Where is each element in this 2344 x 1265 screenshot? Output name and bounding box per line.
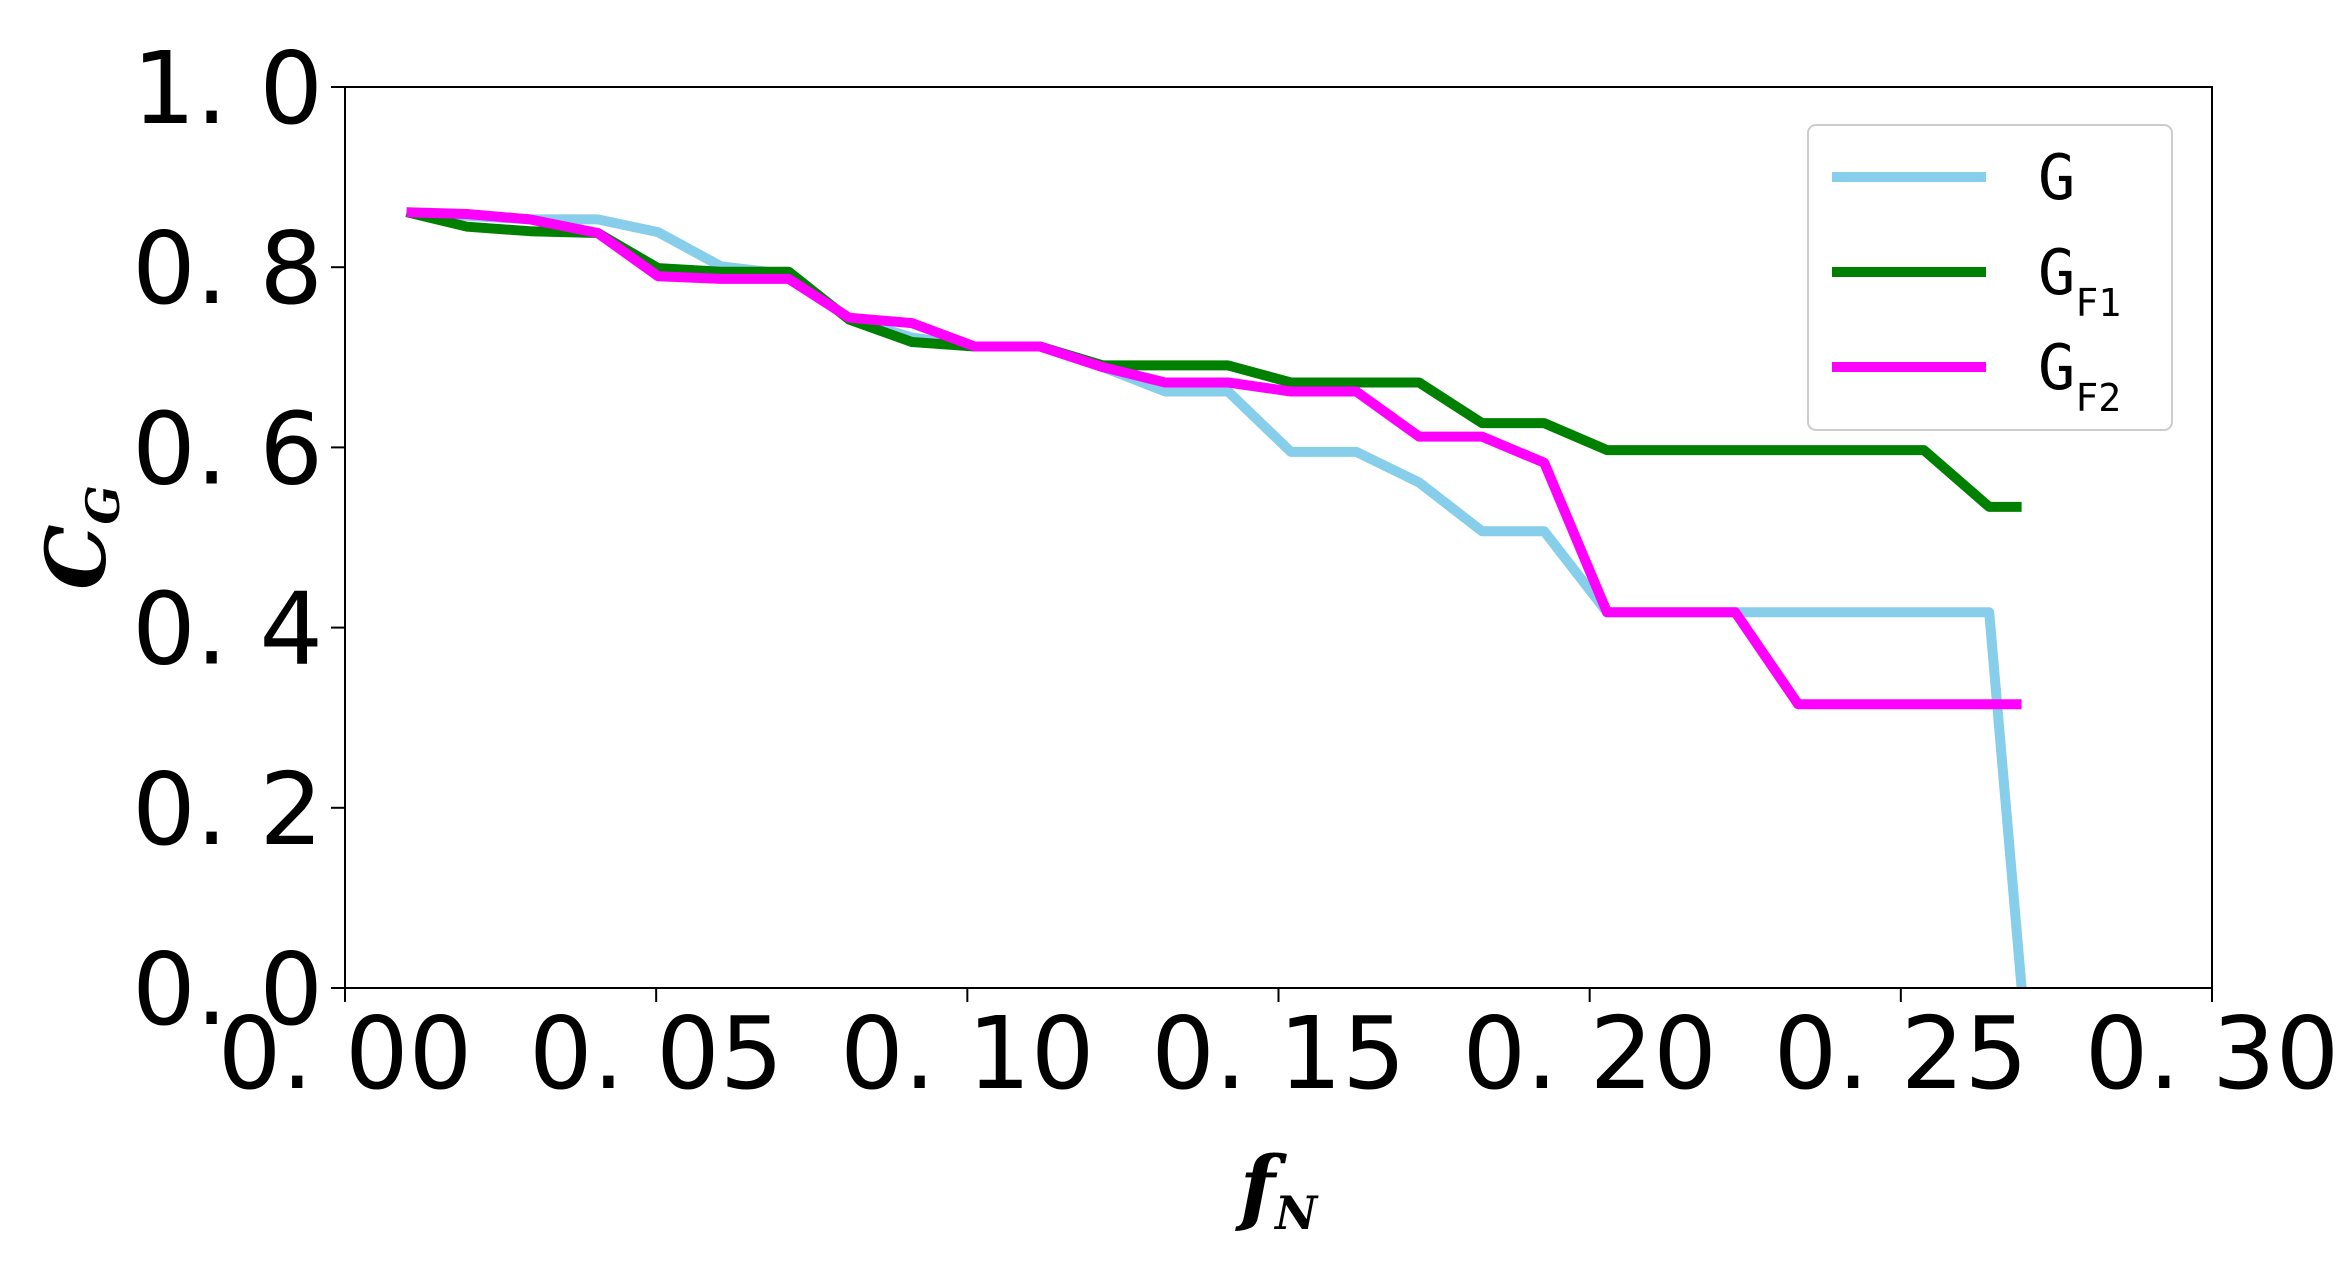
plot-area — [405, 207, 2027, 989]
x-axis-label: fN — [1235, 1139, 1319, 1240]
x-tick-label: 0. 10 — [840, 995, 1094, 1112]
y-tick-label: 0. 6 — [132, 390, 323, 507]
x-tick-label: 0. 20 — [1462, 995, 1716, 1112]
x-tick-label: 0. 05 — [529, 995, 783, 1112]
y-tick-label: 0. 8 — [132, 210, 323, 327]
series-line-g-f1 — [405, 207, 2022, 512]
x-tick-label: 0. 25 — [1774, 995, 2028, 1112]
legend-label: GF2 — [2038, 331, 2121, 420]
axes: 0. 00 0. 05 0. 10 0. 15 0. 20 0. 25 0. 30 0. 0 0… — [29, 30, 2339, 1240]
y-tick-label: 1. 0 — [132, 30, 323, 147]
legend-box — [1807, 124, 2173, 431]
legend-label: GF1 — [2038, 236, 2121, 325]
y-tick-label: 0. 4 — [132, 571, 323, 688]
series-line-g-f2 — [406, 207, 2022, 710]
series-line-g — [406, 207, 2027, 989]
y-axis-label: CG — [29, 485, 130, 590]
x-tick-label: 0. 15 — [1151, 995, 1405, 1112]
legend-label: G — [2038, 141, 2075, 214]
y-tick-label: 0. 2 — [132, 751, 323, 868]
y-tick-label: 0. 0 — [132, 931, 323, 1048]
x-tick-label: 0. 00 — [218, 995, 472, 1112]
x-tick-label: 0. 30 — [2085, 995, 2339, 1112]
